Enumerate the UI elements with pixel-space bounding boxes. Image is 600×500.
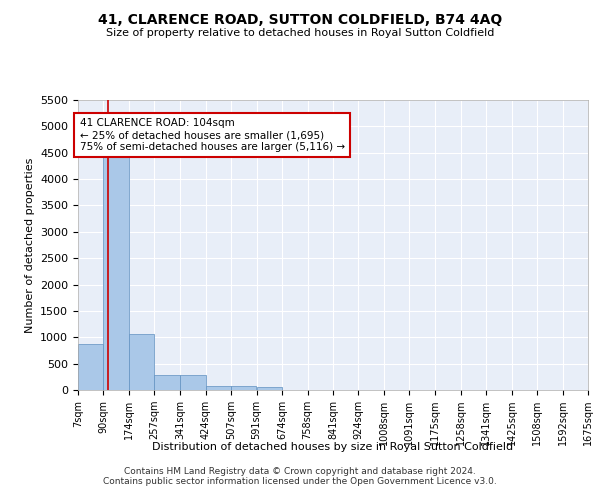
- Text: 41, CLARENCE ROAD, SUTTON COLDFIELD, B74 4AQ: 41, CLARENCE ROAD, SUTTON COLDFIELD, B74…: [98, 12, 502, 26]
- Bar: [231, 386, 256, 390]
- Bar: [154, 374, 180, 390]
- Text: Size of property relative to detached houses in Royal Sutton Coldfield: Size of property relative to detached ho…: [106, 28, 494, 38]
- Bar: [205, 386, 231, 390]
- Bar: [180, 374, 205, 390]
- Text: Contains HM Land Registry data © Crown copyright and database right 2024.: Contains HM Land Registry data © Crown c…: [124, 467, 476, 476]
- Text: Contains public sector information licensed under the Open Government Licence v3: Contains public sector information licen…: [103, 477, 497, 486]
- Text: 41 CLARENCE ROAD: 104sqm
← 25% of detached houses are smaller (1,695)
75% of sem: 41 CLARENCE ROAD: 104sqm ← 25% of detach…: [80, 118, 344, 152]
- Bar: [257, 388, 282, 390]
- Bar: [103, 148, 129, 390]
- Bar: [129, 334, 154, 390]
- Text: Distribution of detached houses by size in Royal Sutton Coldfield: Distribution of detached houses by size …: [152, 442, 514, 452]
- Y-axis label: Number of detached properties: Number of detached properties: [25, 158, 35, 332]
- Bar: [78, 344, 103, 390]
